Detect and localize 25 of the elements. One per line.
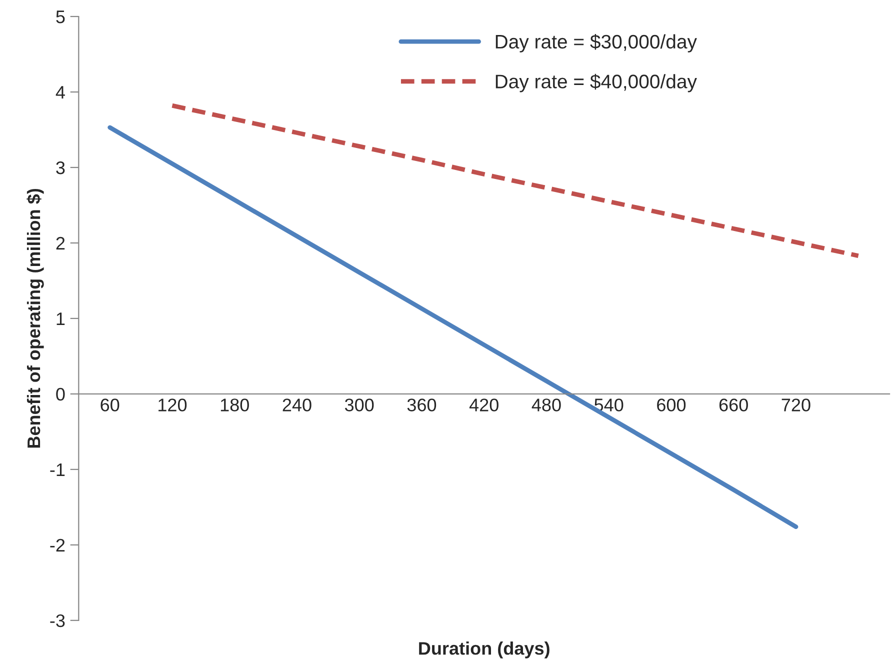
y-tick-label: -1 — [50, 464, 65, 476]
x-tick-label: 180 — [220, 398, 249, 412]
y-tick-label: 0 — [56, 388, 65, 401]
x-tick-label: 720 — [782, 398, 810, 412]
y-tick-label: 1 — [56, 312, 65, 325]
x-tick-label: 360 — [407, 398, 436, 412]
x-axis-title: Duration (days) — [419, 642, 550, 658]
x-tick-label: 240 — [282, 398, 312, 412]
line-series — [170, 103, 861, 258]
y-tick-label: 2 — [56, 236, 65, 250]
y-tick-label: -2 — [50, 538, 65, 552]
x-tick-label: 120 — [158, 398, 187, 412]
y-tick-label: -3 — [50, 614, 65, 628]
x-tick-label: 60 — [100, 398, 120, 412]
y-axis-title: Benefit of operating (million $) — [26, 188, 44, 448]
x-tick-label: 660 — [719, 398, 748, 412]
x-tick-label: 420 — [469, 398, 498, 412]
legend-label: Day rate = $30,000/day — [496, 34, 697, 52]
x-tick-label: 600 — [657, 398, 686, 412]
y-tick-label: 3 — [56, 161, 65, 174]
x-tick-label: 480 — [532, 398, 561, 412]
legend-label: Day rate = $40,000/day — [496, 74, 697, 92]
x-tick-label: 300 — [344, 398, 374, 412]
y-tick-label: 5 — [56, 10, 65, 24]
y-tick-label: 4 — [56, 86, 65, 99]
